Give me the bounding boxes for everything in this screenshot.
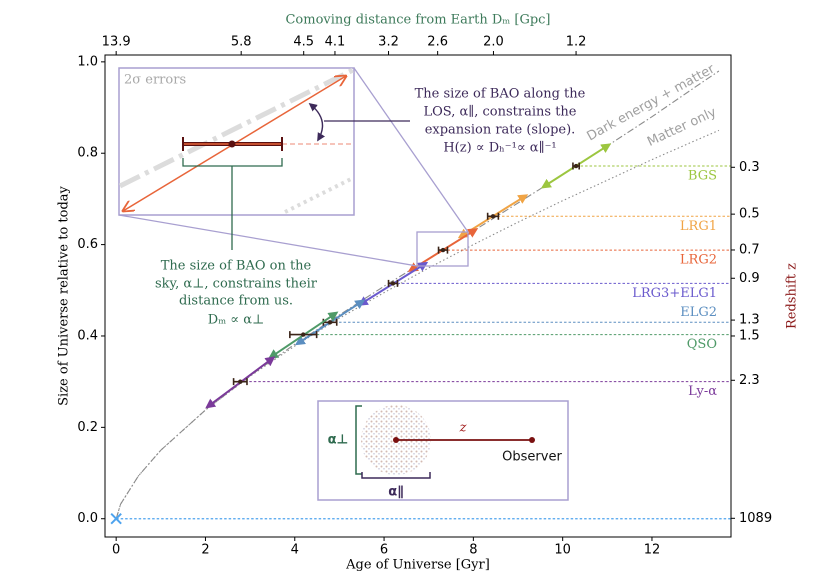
x2-tick-label: 4.5: [293, 35, 314, 50]
axes-frame: [104, 54, 732, 538]
tracer-label: LRG3+ELG1: [632, 286, 717, 301]
tracer-label: LRG1: [680, 219, 717, 234]
bao-diagram: α⊥ α∥ z Observer: [317, 400, 569, 501]
par-bracket: [361, 472, 431, 479]
tracer-point: [327, 320, 333, 325]
tracer-point: [573, 163, 579, 169]
y2-tick-label: 1.5: [739, 328, 760, 343]
observer-label: Observer: [502, 450, 562, 465]
y2-axis-label: Redshift z: [785, 263, 800, 329]
x2-tick-label: 2.0: [483, 35, 504, 50]
x-tick-label: 0: [112, 543, 120, 558]
inset-title: 2σ errors: [124, 73, 186, 88]
annotation-line: expansion rate (slope).: [425, 123, 576, 138]
x-tick-label: 4: [291, 543, 299, 558]
diagram-box: [317, 400, 569, 501]
alpha-par: α∥: [388, 485, 403, 500]
z-label: z: [459, 421, 467, 436]
tracer-label: ELG2: [680, 305, 717, 320]
x-tick-label: 10: [554, 543, 571, 558]
y2-tick-label: 0.7: [739, 242, 760, 257]
observer-dot: [529, 437, 535, 443]
tracer-label: BGS: [688, 169, 717, 184]
y-tick-label: 0.2: [77, 420, 98, 435]
cmb-marker: [110, 513, 122, 525]
curve-label: Dark energy + matter: [585, 61, 718, 144]
bao-center: [393, 437, 399, 443]
inset-point: [228, 140, 236, 148]
tracer-point: [490, 214, 496, 219]
x-tick-label: 12: [644, 543, 661, 558]
y-axis-label: Size of Universe relative to today: [57, 185, 72, 405]
annotation-line: Dₘ ∝ α⊥: [208, 313, 264, 328]
sky-bracket: [182, 158, 283, 250]
x2-tick-label: 2.6: [427, 35, 448, 50]
curve: [115, 70, 720, 519]
tracer-point: [238, 379, 243, 384]
tracer-point: [390, 281, 396, 286]
y-tick-label: 0.6: [77, 237, 98, 252]
y2-tick-label: 0.5: [739, 207, 760, 222]
y-tick-label: 0.0: [77, 511, 98, 526]
x2-tick-label: 3.2: [378, 35, 399, 50]
zoom-inset: 2σ errors: [118, 67, 469, 267]
y2-tick-label: 2.3: [739, 373, 760, 388]
perp-bracket: [355, 405, 362, 475]
annotation-line: The size of BAO along the: [415, 87, 586, 102]
zoom-connector: [118, 214, 418, 267]
x2-tick-label: 5.8: [231, 35, 252, 50]
y-tick-label: 0.4: [77, 328, 98, 343]
tracer-point: [440, 247, 446, 253]
tracer-point: [301, 332, 306, 337]
y-tick-label: 0.8: [77, 146, 98, 161]
x-tick-label: 8: [469, 543, 477, 558]
alpha-perp: α⊥: [328, 433, 349, 448]
zoom-source: [416, 231, 469, 267]
x2-tick-label: 13.9: [102, 35, 131, 50]
y2-tick-label: 0.9: [739, 271, 760, 286]
x-tick-label: 6: [380, 543, 388, 558]
curve-label: Matter only: [645, 105, 719, 150]
los-curl: [308, 102, 326, 142]
y2-tick-label: 1.3: [739, 313, 760, 328]
tracer-label: QSO: [687, 337, 717, 352]
tracer-label: Ly-α: [688, 384, 717, 399]
y2-tick-label: 0.3: [739, 160, 760, 175]
annotation-line: sky, α⊥, constrains their: [155, 277, 318, 292]
annotation-line: LOS, α∥, constrains the: [423, 105, 576, 120]
los-annotation: The size of BAO along the LOS, α∥, const…: [415, 87, 586, 156]
x2-axis-label: Comoving distance from Earth Dₘ [Gpc]: [285, 13, 550, 28]
tracer-label: LRG2: [680, 253, 717, 268]
sky-annotation: The size of BAO on the sky, α⊥, constrai…: [155, 259, 318, 328]
x-axis-label: Age of Universe [Gyr]: [345, 558, 490, 573]
y-tick-label: 1.0: [77, 54, 98, 69]
y2-tick-label: 1089: [739, 511, 772, 526]
x-tick-label: 2: [201, 543, 209, 558]
x2-tick-label: 4.1: [325, 35, 346, 50]
annotation-line: H(z) ∝ Dₕ⁻¹∝ α∥⁻¹: [443, 141, 556, 156]
annotation-line: The size of BAO on the: [161, 259, 312, 274]
annotation-line: distance from us.: [179, 294, 293, 309]
zoom-connector: [353, 67, 469, 233]
x2-tick-label: 1.2: [566, 35, 587, 50]
